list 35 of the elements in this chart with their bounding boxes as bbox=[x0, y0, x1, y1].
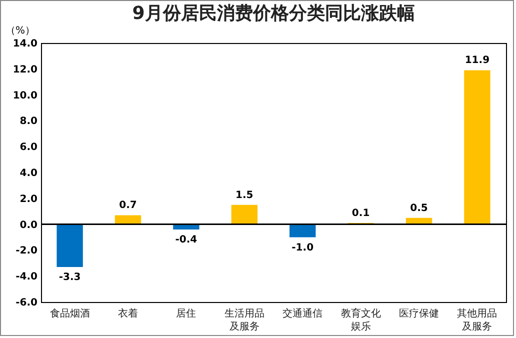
y-tick-label: -4.0 bbox=[16, 272, 38, 283]
y-tick-label: 10.0 bbox=[12, 90, 38, 102]
data-label: 0.1 bbox=[352, 208, 370, 220]
x-tick-label: 教育文化娱乐 bbox=[340, 308, 381, 332]
x-tick-label: 其他用品及服务 bbox=[457, 308, 498, 332]
y-tick-label: 0.0 bbox=[20, 220, 38, 231]
bar bbox=[290, 224, 316, 238]
y-tick-label: 6.0 bbox=[20, 142, 38, 154]
bar bbox=[406, 218, 432, 224]
chart-title: 9月份居民消费价格分类同比涨跌幅 bbox=[132, 3, 415, 24]
data-label: 1.5 bbox=[236, 190, 254, 201]
y-tick-label: -6.0 bbox=[16, 298, 38, 308]
x-tick-label: 食品烟酒 bbox=[50, 308, 90, 320]
bar bbox=[56, 224, 83, 268]
x-tick-label: 医疗保健 bbox=[398, 308, 439, 320]
bar bbox=[231, 204, 258, 224]
bar bbox=[114, 215, 142, 224]
x-tick-label: 生活用品及服务 bbox=[224, 308, 264, 332]
x-tick-label: 居住 bbox=[176, 308, 196, 320]
y-axis-title: （%） bbox=[6, 26, 36, 36]
y-tick-label: -2.0 bbox=[16, 246, 38, 257]
data-label: 11.9 bbox=[464, 55, 490, 66]
data-label: -1.0 bbox=[292, 242, 314, 254]
x-tick-label: 交通通信 bbox=[282, 308, 323, 320]
y-tick-label: 12.0 bbox=[12, 64, 38, 76]
data-label: 0.5 bbox=[410, 202, 428, 214]
data-label: -0.4 bbox=[175, 234, 198, 246]
y-tick-label: 8.0 bbox=[20, 116, 38, 128]
data-label: 0.7 bbox=[119, 200, 137, 212]
data-label: -3.3 bbox=[58, 272, 81, 284]
y-tick-label: 4.0 bbox=[20, 168, 38, 179]
y-tick-label: 2.0 bbox=[20, 194, 38, 205]
x-tick-label: 衣着 bbox=[118, 308, 138, 320]
y-tick-label: 14.0 bbox=[12, 38, 38, 50]
bar bbox=[464, 70, 490, 224]
